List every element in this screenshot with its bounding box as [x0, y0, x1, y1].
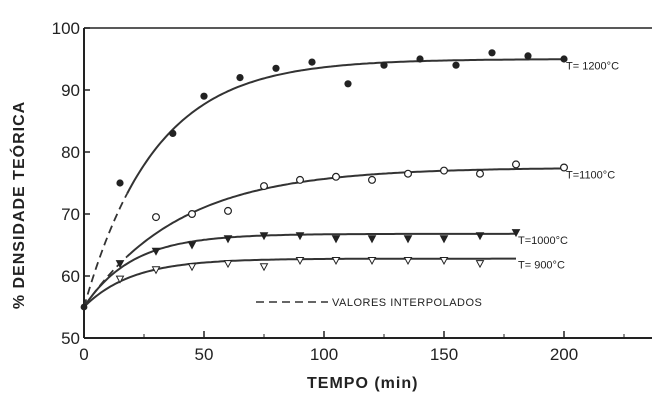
y-tick-label: 60 [61, 267, 80, 286]
data-point [380, 61, 388, 69]
data-point [524, 52, 532, 60]
data-point [308, 58, 316, 66]
data-point [367, 257, 377, 266]
data-point [511, 160, 520, 169]
data-point [475, 232, 485, 241]
x-tick-label: 150 [430, 345, 458, 364]
y-tick-label: 80 [61, 143, 80, 162]
x-tick-label: 50 [195, 345, 214, 364]
x-axis-title: TEMPO (min) [307, 375, 418, 392]
data-point [223, 260, 233, 269]
data-point [332, 172, 341, 181]
data-point [259, 232, 269, 241]
x-tick-label: 200 [550, 345, 578, 364]
data-point [223, 235, 233, 244]
data-point [452, 61, 460, 69]
data-point [403, 235, 413, 244]
data-point [439, 257, 449, 266]
data-point [295, 232, 305, 241]
data-point [403, 257, 413, 266]
data-point [560, 55, 568, 63]
y-tick-label: 70 [61, 205, 80, 224]
y-axis-title: % DENSIDADE TEÓRICA [9, 101, 28, 309]
data-point [416, 55, 424, 63]
data-point [224, 206, 233, 215]
data-point [152, 213, 161, 222]
data-point [151, 266, 161, 275]
series-label: T= 900°C [518, 260, 565, 272]
data-point [368, 175, 377, 184]
data-point [187, 241, 197, 250]
data-point [151, 247, 161, 256]
data-point [367, 235, 377, 244]
data-point [169, 129, 177, 137]
y-tick-label: 100 [52, 19, 80, 38]
y-tick-label: 50 [61, 329, 80, 348]
data-point [475, 260, 485, 269]
data-point [511, 229, 521, 238]
x-tick-label: 0 [79, 345, 88, 364]
data-point [200, 92, 208, 100]
series-label: T= 1200°C [566, 60, 619, 72]
data-points [80, 49, 568, 311]
series-label: T=1100°C [566, 169, 615, 181]
data-point [115, 275, 125, 284]
data-point [188, 210, 197, 219]
x-tick-label: 100 [310, 345, 338, 364]
data-point [440, 166, 449, 175]
data-point [187, 263, 197, 272]
series-label: T=1000°C [518, 235, 568, 247]
legend: VALORES INTERPOLADOS [256, 297, 482, 309]
origin-point [80, 303, 88, 311]
interpolated-curve [83, 193, 128, 308]
data-point [404, 169, 413, 178]
legend-label-interpolated: VALORES INTERPOLADOS [332, 297, 482, 309]
data-point [331, 257, 341, 266]
data-point [116, 179, 124, 187]
y-tick-label: 90 [61, 81, 80, 100]
data-point [259, 263, 269, 272]
data-point [439, 235, 449, 244]
data-point [559, 163, 568, 172]
data-point [115, 260, 125, 269]
data-point [260, 182, 269, 191]
data-point [331, 235, 341, 244]
fit-curve [126, 167, 565, 258]
data-point [476, 169, 485, 178]
data-point [344, 80, 352, 88]
data-point [296, 175, 305, 184]
data-point [272, 64, 280, 72]
data-point [488, 49, 496, 57]
series-labels: T= 1200°C T=1100°C T=1000°C T= 900°C [518, 60, 619, 271]
fit-curve [126, 58, 564, 194]
data-point [236, 74, 244, 82]
data-point [295, 257, 305, 266]
